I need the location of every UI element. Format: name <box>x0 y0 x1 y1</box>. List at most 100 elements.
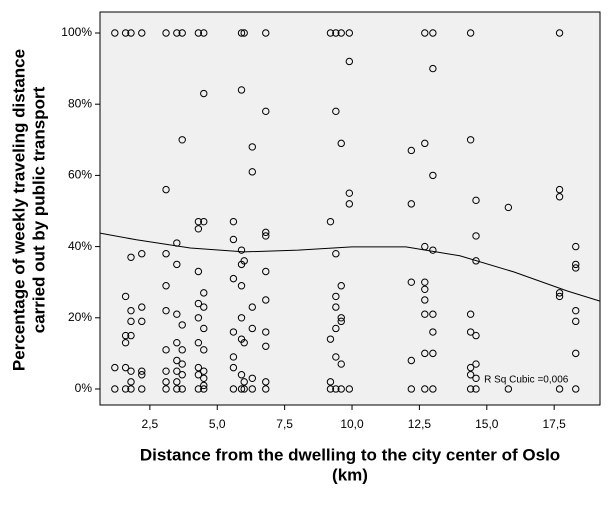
data-point <box>173 385 181 393</box>
data-point <box>200 289 208 297</box>
annotation: R Sq Cubic =0,006 <box>484 375 569 386</box>
data-point <box>127 317 135 326</box>
data-point <box>262 342 270 350</box>
data-point <box>200 374 208 383</box>
data-point <box>194 29 203 37</box>
y-axis-title: carried out by public transport <box>29 86 48 333</box>
data-point <box>421 349 429 358</box>
data-point <box>262 267 270 276</box>
data-point <box>229 353 238 361</box>
data-point <box>248 168 256 176</box>
data-point <box>572 306 580 315</box>
data-point <box>111 385 119 393</box>
data-point <box>200 29 208 37</box>
data-point <box>229 385 238 393</box>
data-point <box>200 217 208 226</box>
data-point <box>127 367 135 375</box>
data-point <box>240 385 248 393</box>
data-point <box>200 381 208 390</box>
data-point <box>229 235 238 244</box>
data-point <box>472 360 480 368</box>
data-point <box>332 385 340 393</box>
data-point <box>466 328 475 336</box>
data-point <box>178 346 186 354</box>
data-point <box>332 292 340 301</box>
fit-line <box>99 232 601 302</box>
data-point <box>121 363 130 372</box>
data-point <box>429 328 437 336</box>
data-point <box>332 353 340 361</box>
data-point <box>466 310 475 318</box>
data-point <box>194 299 203 308</box>
data-point <box>194 217 203 226</box>
data-point <box>326 385 335 393</box>
y-tick-label: 0% <box>75 381 93 395</box>
data-point <box>421 310 429 318</box>
data-point <box>138 250 146 258</box>
data-point <box>345 29 354 37</box>
data-point <box>337 360 345 368</box>
data-point <box>240 29 248 37</box>
data-point <box>472 257 480 265</box>
data-point <box>138 29 146 37</box>
data-point <box>555 193 564 201</box>
data-point <box>572 317 580 326</box>
data-point <box>200 385 208 393</box>
data-point <box>262 232 270 240</box>
data-point <box>178 371 186 379</box>
data-point <box>162 346 170 354</box>
data-point <box>429 349 437 358</box>
x-axis-title: (km) <box>332 465 368 484</box>
data-point <box>127 306 135 315</box>
data-point <box>429 310 437 318</box>
data-point <box>326 29 335 37</box>
data-point <box>127 253 135 261</box>
data-point <box>262 296 270 304</box>
data-point <box>200 303 208 311</box>
data-point <box>466 363 475 372</box>
data-point <box>237 29 246 37</box>
data-point <box>472 196 480 205</box>
data-point <box>162 250 170 258</box>
data-point <box>248 385 256 393</box>
data-point <box>162 29 170 37</box>
data-point <box>504 385 513 393</box>
data-point <box>466 371 475 379</box>
data-point <box>173 339 181 347</box>
data-point <box>421 285 429 294</box>
data-point <box>173 367 181 375</box>
data-point <box>173 310 181 318</box>
data-point <box>504 203 513 212</box>
data-point <box>248 143 256 151</box>
data-point <box>162 306 170 315</box>
data-point <box>178 136 186 144</box>
x-tick-label: 2,5 <box>142 417 159 431</box>
data-point <box>332 324 340 333</box>
data-point <box>194 371 203 379</box>
y-tick-label: 60% <box>68 168 92 182</box>
data-point <box>555 185 564 194</box>
data-point <box>173 29 181 37</box>
data-point <box>178 29 186 37</box>
data-point <box>326 217 335 226</box>
data-point <box>262 385 270 393</box>
data-point <box>200 324 208 333</box>
data-point <box>429 29 437 37</box>
data-point <box>121 339 130 347</box>
data-point <box>332 107 340 116</box>
data-point <box>262 29 270 37</box>
data-point <box>466 385 475 393</box>
data-point <box>429 246 437 254</box>
data-point <box>194 314 203 322</box>
data-point <box>121 29 130 37</box>
data-point <box>326 335 335 343</box>
data-point <box>572 385 580 393</box>
data-point <box>332 303 340 311</box>
data-point <box>555 29 564 37</box>
data-point <box>407 278 416 286</box>
data-point <box>421 29 429 37</box>
plot-area <box>99 11 601 406</box>
data-point <box>240 378 248 386</box>
data-point <box>337 317 345 326</box>
